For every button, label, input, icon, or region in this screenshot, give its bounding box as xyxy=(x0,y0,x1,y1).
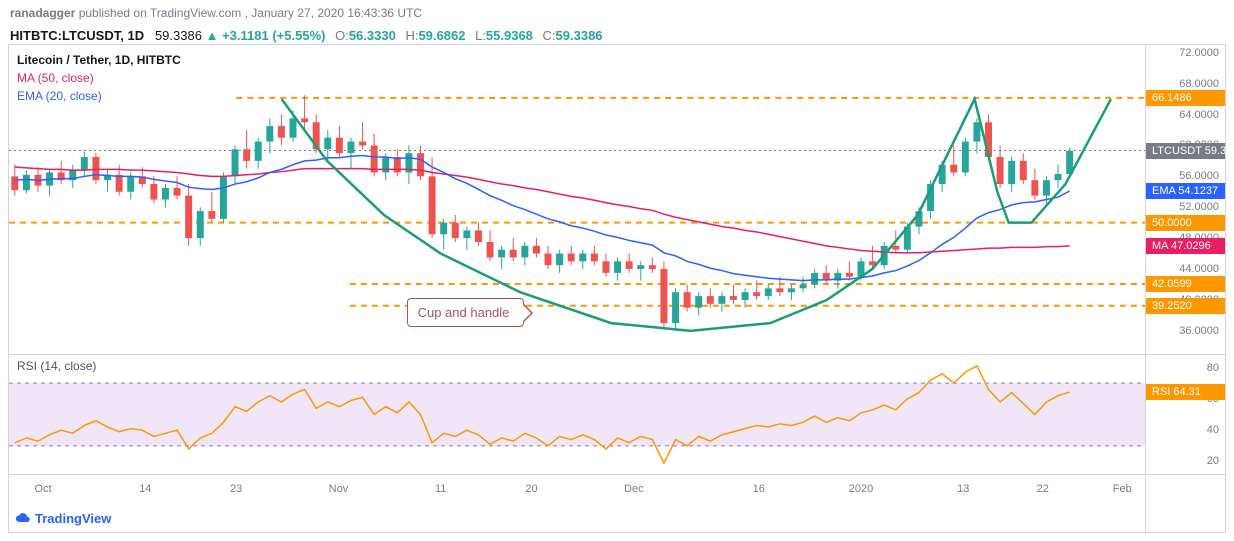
publish-info: ranadagger published on TradingView.com … xyxy=(0,0,1234,26)
time-axis: TradingView Oct 14 23 Nov 11 20 Dec 16 2020 13 22 F… xyxy=(9,477,1145,532)
cup-handle-annotation: Cup and handle xyxy=(407,298,525,327)
time-tick: 16 xyxy=(753,483,765,495)
tv-cloud-icon xyxy=(15,510,31,526)
rsi-y-axis: 20406080RSI 64.31 xyxy=(1145,355,1225,475)
time-tick: 20 xyxy=(525,483,537,495)
time-tick: 14 xyxy=(139,483,151,495)
time-tick: Dec xyxy=(624,483,644,495)
price-axis-label: LTCUSDT 59.3386 xyxy=(1146,143,1225,159)
chart-container[interactable]: Litecoin / Tether, 1D, HITBTC MA (50, cl… xyxy=(8,44,1226,533)
time-tick: 13 xyxy=(957,483,969,495)
axis-corner xyxy=(1145,477,1225,532)
price-axis-label: EMA 54.1237 xyxy=(1146,183,1225,199)
time-tick: Feb xyxy=(1113,483,1132,495)
price-axis-label: 42.0599 xyxy=(1146,276,1225,292)
time-tick: Oct xyxy=(35,483,52,495)
rsi-svg xyxy=(9,355,1145,474)
price-axis-label: 50.0000 xyxy=(1146,215,1225,231)
time-tick: 23 xyxy=(230,483,242,495)
rsi-axis-label: RSI 64.31 xyxy=(1146,384,1225,400)
time-tick: 2020 xyxy=(849,483,873,495)
price-pane[interactable]: Litecoin / Tether, 1D, HITBTC MA (50, cl… xyxy=(9,45,1145,355)
price-axis-label: 66.1486 xyxy=(1146,90,1225,106)
tradingview-logo: TradingView xyxy=(15,510,111,526)
price-svg xyxy=(9,45,1145,354)
price-y-axis: 36.000040.000044.000048.000052.000056.00… xyxy=(1145,45,1225,355)
time-tick: 22 xyxy=(1037,483,1049,495)
time-tick: Nov xyxy=(329,483,349,495)
price-axis-label: MA 47.0296 xyxy=(1146,238,1225,254)
price-axis-label: 39.2520 xyxy=(1146,298,1225,314)
rsi-pane[interactable]: RSI (14, close) xyxy=(9,355,1145,475)
time-tick: 11 xyxy=(435,483,446,495)
